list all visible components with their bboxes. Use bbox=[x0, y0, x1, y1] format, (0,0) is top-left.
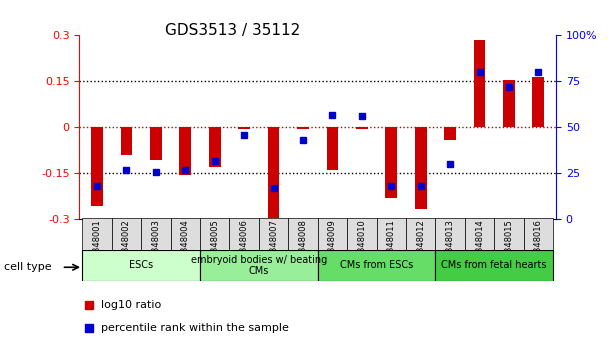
Bar bbox=[415, 127, 426, 209]
Text: GSM348006: GSM348006 bbox=[240, 219, 249, 270]
FancyBboxPatch shape bbox=[200, 250, 318, 281]
Text: GSM348012: GSM348012 bbox=[416, 219, 425, 270]
FancyBboxPatch shape bbox=[112, 218, 141, 250]
FancyBboxPatch shape bbox=[200, 218, 230, 250]
Bar bbox=[297, 127, 309, 129]
Text: GSM348014: GSM348014 bbox=[475, 219, 484, 270]
FancyBboxPatch shape bbox=[347, 218, 376, 250]
Text: GSM348005: GSM348005 bbox=[210, 219, 219, 270]
Text: CMs from fetal hearts: CMs from fetal hearts bbox=[442, 261, 547, 270]
FancyBboxPatch shape bbox=[376, 218, 406, 250]
Text: embryoid bodies w/ beating
CMs: embryoid bodies w/ beating CMs bbox=[191, 255, 327, 276]
FancyBboxPatch shape bbox=[494, 218, 524, 250]
Text: GSM348015: GSM348015 bbox=[505, 219, 513, 270]
Bar bbox=[356, 127, 368, 129]
Text: log10 ratio: log10 ratio bbox=[101, 300, 161, 310]
Text: ESCs: ESCs bbox=[129, 261, 153, 270]
FancyBboxPatch shape bbox=[170, 218, 200, 250]
Bar bbox=[268, 127, 279, 218]
Text: percentile rank within the sample: percentile rank within the sample bbox=[101, 323, 289, 333]
Text: GSM348009: GSM348009 bbox=[328, 219, 337, 270]
Text: GSM348013: GSM348013 bbox=[445, 219, 455, 270]
Bar bbox=[180, 127, 191, 175]
Bar bbox=[503, 80, 515, 127]
Bar bbox=[326, 127, 338, 170]
Text: cell type: cell type bbox=[4, 262, 52, 272]
Bar bbox=[444, 127, 456, 140]
Text: GSM348011: GSM348011 bbox=[387, 219, 396, 270]
Bar bbox=[150, 127, 162, 160]
Bar bbox=[386, 127, 397, 198]
Bar bbox=[209, 127, 221, 167]
FancyBboxPatch shape bbox=[524, 218, 553, 250]
Text: GSM348016: GSM348016 bbox=[534, 219, 543, 270]
Text: GSM348008: GSM348008 bbox=[299, 219, 307, 270]
Text: GDS3513 / 35112: GDS3513 / 35112 bbox=[164, 23, 300, 38]
Text: GSM348007: GSM348007 bbox=[269, 219, 278, 270]
FancyBboxPatch shape bbox=[230, 218, 259, 250]
FancyBboxPatch shape bbox=[406, 218, 436, 250]
Bar bbox=[532, 77, 544, 127]
Bar bbox=[474, 40, 485, 127]
Text: GSM348010: GSM348010 bbox=[357, 219, 367, 270]
FancyBboxPatch shape bbox=[82, 218, 112, 250]
Text: GSM348003: GSM348003 bbox=[152, 219, 161, 270]
Bar bbox=[91, 127, 103, 206]
FancyBboxPatch shape bbox=[436, 250, 553, 281]
Bar bbox=[120, 127, 133, 155]
FancyBboxPatch shape bbox=[82, 250, 200, 281]
Text: CMs from ESCs: CMs from ESCs bbox=[340, 261, 413, 270]
FancyBboxPatch shape bbox=[141, 218, 170, 250]
Text: GSM348002: GSM348002 bbox=[122, 219, 131, 270]
Text: GSM348001: GSM348001 bbox=[93, 219, 101, 270]
FancyBboxPatch shape bbox=[436, 218, 465, 250]
Bar bbox=[238, 127, 250, 129]
FancyBboxPatch shape bbox=[318, 218, 347, 250]
Text: GSM348004: GSM348004 bbox=[181, 219, 190, 270]
FancyBboxPatch shape bbox=[259, 218, 288, 250]
FancyBboxPatch shape bbox=[465, 218, 494, 250]
FancyBboxPatch shape bbox=[288, 218, 318, 250]
FancyBboxPatch shape bbox=[318, 250, 436, 281]
